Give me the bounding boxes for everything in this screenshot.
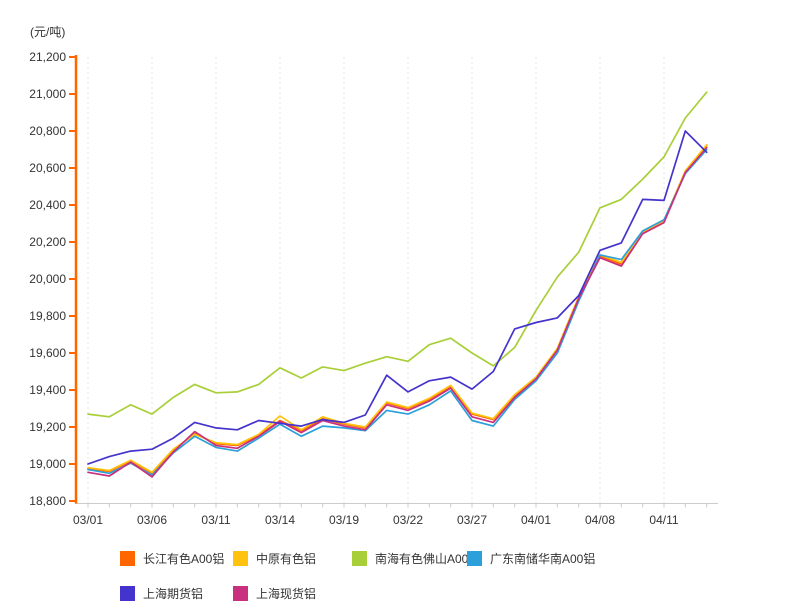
legend-label: 长江有色A00铝 [143,552,225,566]
legend-label: 中原有色铝 [256,552,317,566]
legend-item-长江有色A00铝[interactable]: 长江有色A00铝 [120,551,224,567]
x-axis-tick-label: 03/19 [328,513,360,527]
series-line-中原有色铝 [87,144,708,474]
y-axis-tick-label: 20,400 [29,198,66,212]
legend-item-中原有色铝[interactable]: 中原有色铝 [233,551,316,567]
y-axis-tick-label: 18,800 [29,494,66,508]
y-axis-tick-label: 21,000 [29,87,66,101]
legend-swatch [352,551,367,566]
x-axis-tick-label: 03/01 [72,513,104,527]
legend-label: 上海现货铝 [256,587,317,601]
series-line-南海有色佛山A00铝 [87,91,708,418]
legend-label: 广东南储华南A00铝 [490,552,596,566]
x-axis-tick-label: 04/11 [649,513,679,527]
x-axis-tick-label: 03/27 [456,513,488,527]
y-axis-tick-label: 19,000 [29,457,66,471]
legend-swatch [120,586,135,601]
legend-item-上海期货铝[interactable]: 上海期货铝 [120,586,203,602]
x-axis-tick-label: 04/01 [520,513,552,527]
series-line-广东南储华南A00铝 [87,148,708,476]
legend-item-南海有色佛山A00铝[interactable]: 南海有色佛山A00铝 [352,551,480,567]
legend-swatch [233,586,248,601]
y-axis-tick-label: 19,800 [29,309,66,323]
legend-swatch [120,551,135,566]
x-axis-tick-label: 03/06 [136,513,168,527]
series-line-上海期货铝 [87,130,708,465]
legend-item-上海现货铝[interactable]: 上海现货铝 [233,586,316,602]
y-axis-tick-label: 19,200 [29,420,66,434]
y-axis-unit-label: (元/吨) [30,25,66,39]
y-axis-tick-label: 19,600 [29,346,66,360]
y-axis-tick-label: 19,400 [29,383,66,397]
legend-item-广东南储华南A00铝[interactable]: 广东南储华南A00铝 [467,551,595,567]
series-line-长江有色A00铝 [87,144,708,475]
x-axis-tick-label: 03/22 [392,513,424,527]
series-line-上海现货铝 [87,146,708,478]
x-axis-tick-label: 04/08 [584,513,616,527]
x-axis-tick-label: 03/14 [264,513,296,527]
y-axis-tick-label: 20,200 [29,235,66,249]
y-axis-tick-label: 21,200 [29,50,66,64]
y-axis-tick-label: 20,800 [29,124,66,138]
y-axis-tick-label: 20,600 [29,161,66,175]
legend-swatch [233,551,248,566]
x-axis-tick-label: 03/11 [201,513,231,527]
legend-swatch [467,551,482,566]
y-axis-tick-label: 20,000 [29,272,66,286]
legend-label: 南海有色佛山A00铝 [375,552,481,566]
legend-label: 上海期货铝 [143,587,204,601]
